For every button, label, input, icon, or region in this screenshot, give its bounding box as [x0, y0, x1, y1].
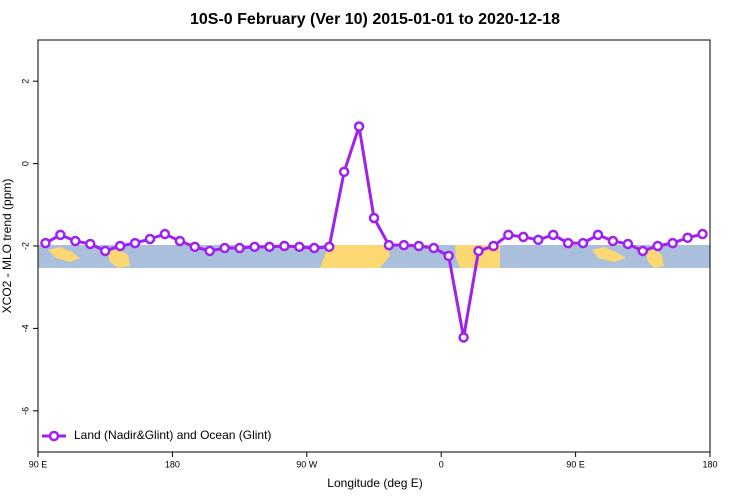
- point: [488, 240, 499, 252]
- point: [309, 242, 320, 254]
- point: [547, 229, 559, 241]
- point: [234, 242, 245, 254]
- point: [144, 233, 156, 245]
- x-tick-label: 90 W: [296, 459, 318, 469]
- point: [323, 241, 335, 253]
- chart-title: 10S-0 February (Ver 10) 2015-01-01 to 20…: [190, 11, 560, 28]
- point: [413, 240, 425, 252]
- point: [189, 241, 201, 253]
- point: [264, 241, 275, 253]
- x-tick-label: 180: [702, 459, 717, 469]
- point: [637, 245, 649, 257]
- point: [219, 242, 230, 254]
- point: [294, 241, 305, 253]
- point: [204, 245, 215, 257]
- point: [174, 235, 186, 247]
- point: [338, 166, 350, 178]
- point: [99, 245, 111, 257]
- point: [518, 231, 529, 243]
- point: [443, 250, 454, 262]
- point: [249, 241, 260, 253]
- point: [40, 237, 51, 249]
- x-tick-label: 90 E: [566, 459, 585, 469]
- point: [114, 240, 126, 252]
- legend-label: Land (Nadir&Glint) and Ocean (Glint): [74, 428, 271, 442]
- y-axis-label: XCO2 - MLO trend (ppm): [0, 179, 14, 314]
- point: [607, 235, 619, 247]
- point: [458, 332, 469, 343]
- point: [428, 242, 439, 254]
- point: [533, 234, 544, 246]
- point: [398, 239, 410, 251]
- y-tick-label: 2: [20, 79, 30, 84]
- point: [652, 240, 663, 252]
- point: [159, 228, 171, 240]
- point: [129, 237, 141, 249]
- x-axis-label: Longitude (deg E): [327, 476, 422, 490]
- y-tick-label: -4: [20, 324, 30, 332]
- point: [622, 238, 634, 250]
- y-tick-label: -6: [20, 407, 30, 415]
- point: [383, 239, 395, 251]
- point: [473, 245, 484, 257]
- x-tick-label: 180: [165, 459, 180, 469]
- point: [562, 237, 574, 249]
- map-strip: [38, 245, 710, 268]
- point: [682, 232, 693, 244]
- point: [279, 240, 290, 252]
- point: [667, 237, 678, 249]
- point: [503, 229, 514, 241]
- x-tick-label: 0: [439, 459, 444, 469]
- y-tick-label: 0: [20, 161, 30, 166]
- x-tick-label: 90 E: [29, 459, 48, 469]
- legend-marker: [48, 430, 60, 442]
- point: [85, 238, 96, 250]
- y-tick-label: -2: [20, 242, 30, 250]
- point: [70, 235, 81, 247]
- point: [368, 212, 380, 224]
- point: [577, 237, 589, 249]
- point: [353, 121, 365, 132]
- series-line: [44, 126, 703, 338]
- point: [697, 228, 708, 240]
- point: [55, 229, 66, 241]
- point: [592, 229, 604, 241]
